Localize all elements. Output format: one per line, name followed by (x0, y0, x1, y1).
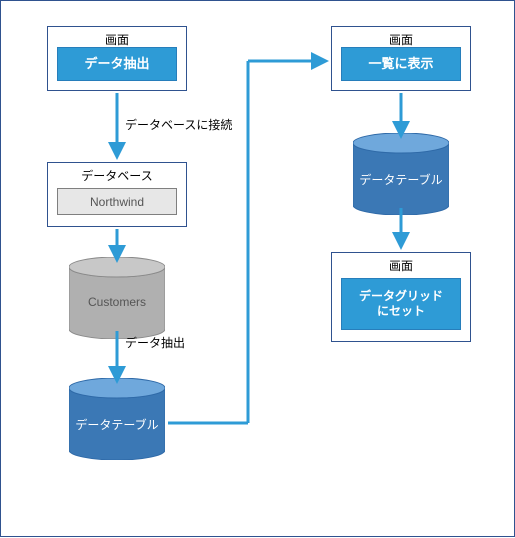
cylinder-label: Customers (69, 295, 165, 309)
node-title: 画面 (48, 27, 186, 48)
cylinder-label: データテーブル (353, 171, 449, 188)
node-title: 画面 (332, 27, 470, 48)
database-field: Northwind (57, 188, 177, 215)
screen3-button: データグリッド にセット (341, 278, 461, 330)
node-title: 画面 (332, 253, 470, 274)
node-title: データベース (48, 163, 186, 184)
edge-label-data_extract: データ抽出 (125, 334, 185, 351)
cylinder-datatable1: データテーブル (69, 378, 165, 460)
cylinder-label: データテーブル (69, 416, 165, 433)
screen2-button: 一覧に表示 (341, 47, 461, 81)
edge-label-db_connect: データベースに接続 (125, 116, 232, 133)
cylinder-datatable2: データテーブル (353, 133, 449, 215)
screen1-button: データ抽出 (57, 47, 177, 81)
cylinder-customers: Customers (69, 257, 165, 339)
